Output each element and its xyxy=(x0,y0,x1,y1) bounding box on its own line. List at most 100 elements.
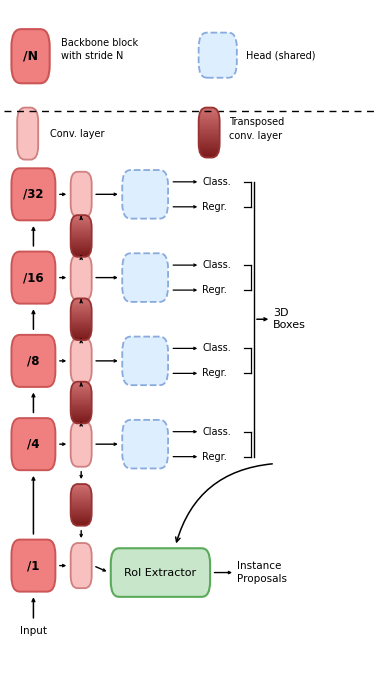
Bar xyxy=(71,312,92,313)
Text: Regr.: Regr. xyxy=(202,285,227,295)
Bar xyxy=(71,226,92,228)
Bar xyxy=(199,139,220,140)
Bar xyxy=(71,308,92,310)
Bar xyxy=(71,236,92,237)
Bar xyxy=(71,414,92,416)
Bar xyxy=(71,498,92,500)
Bar xyxy=(71,223,92,225)
Bar xyxy=(71,388,92,389)
Bar xyxy=(71,515,92,516)
Bar xyxy=(199,132,220,133)
Bar xyxy=(71,396,92,397)
Bar xyxy=(71,332,92,333)
FancyBboxPatch shape xyxy=(17,108,38,160)
Bar xyxy=(71,303,92,304)
Bar xyxy=(71,299,92,301)
Bar xyxy=(71,320,92,321)
Bar xyxy=(71,298,92,299)
Bar xyxy=(199,118,220,119)
Bar xyxy=(71,396,92,398)
Bar xyxy=(71,399,92,400)
Bar xyxy=(71,493,92,494)
Bar xyxy=(71,419,92,421)
Bar xyxy=(71,523,92,524)
Bar xyxy=(199,144,220,146)
FancyBboxPatch shape xyxy=(71,255,92,300)
Bar xyxy=(199,117,220,119)
Bar xyxy=(71,516,92,518)
Bar xyxy=(199,146,220,148)
Bar xyxy=(71,417,92,418)
Bar xyxy=(71,312,92,314)
Bar xyxy=(71,215,92,217)
Bar xyxy=(71,313,92,314)
Bar xyxy=(71,223,92,224)
Bar xyxy=(71,494,92,496)
Bar xyxy=(71,314,92,316)
Bar xyxy=(71,391,92,392)
Bar xyxy=(71,500,92,501)
Bar xyxy=(71,326,92,328)
Bar xyxy=(199,120,220,121)
Bar xyxy=(71,303,92,305)
Bar xyxy=(71,332,92,334)
Text: Class.: Class. xyxy=(202,427,231,437)
Bar xyxy=(71,520,92,523)
Bar xyxy=(71,325,92,327)
Bar xyxy=(71,306,92,307)
Bar xyxy=(71,243,92,244)
Bar xyxy=(71,337,92,339)
Bar xyxy=(71,251,92,253)
Bar xyxy=(71,339,92,340)
Text: 3D
Boxes: 3D Boxes xyxy=(273,308,306,330)
Bar xyxy=(71,255,92,256)
Bar xyxy=(71,514,92,515)
Bar xyxy=(71,394,92,396)
Bar xyxy=(71,406,92,407)
Bar xyxy=(71,254,92,255)
Bar xyxy=(71,408,92,409)
Bar xyxy=(199,126,220,128)
Bar xyxy=(71,516,92,518)
Bar xyxy=(71,485,92,486)
Bar xyxy=(71,231,92,232)
Bar xyxy=(71,505,92,507)
Bar xyxy=(71,384,92,385)
Bar xyxy=(71,407,92,408)
Bar xyxy=(199,137,220,139)
Bar xyxy=(71,389,92,390)
Bar xyxy=(71,381,92,382)
Bar xyxy=(71,218,92,219)
Bar xyxy=(199,154,220,156)
Text: Instance
Proposals: Instance Proposals xyxy=(237,561,287,584)
Bar xyxy=(71,230,92,232)
Bar xyxy=(199,141,220,142)
Bar xyxy=(199,155,220,157)
Bar xyxy=(71,505,92,507)
Bar xyxy=(199,133,220,134)
Bar xyxy=(71,222,92,223)
Bar xyxy=(71,504,92,505)
FancyBboxPatch shape xyxy=(11,252,55,304)
Bar xyxy=(71,491,92,493)
Text: /16: /16 xyxy=(23,271,44,284)
Bar xyxy=(199,131,220,133)
Bar xyxy=(71,329,92,330)
Bar xyxy=(71,386,92,387)
Bar xyxy=(199,114,220,115)
FancyBboxPatch shape xyxy=(122,170,168,219)
Bar xyxy=(71,498,92,500)
Bar xyxy=(71,323,92,325)
Bar xyxy=(71,515,92,516)
Bar xyxy=(71,305,92,306)
Bar xyxy=(71,522,92,523)
Bar xyxy=(71,319,92,320)
Bar xyxy=(71,232,92,234)
Bar xyxy=(71,518,92,519)
Bar xyxy=(71,238,92,239)
Bar xyxy=(71,245,92,246)
Bar xyxy=(71,401,92,403)
Bar xyxy=(71,316,92,317)
Bar xyxy=(199,136,220,137)
Bar xyxy=(71,393,92,394)
